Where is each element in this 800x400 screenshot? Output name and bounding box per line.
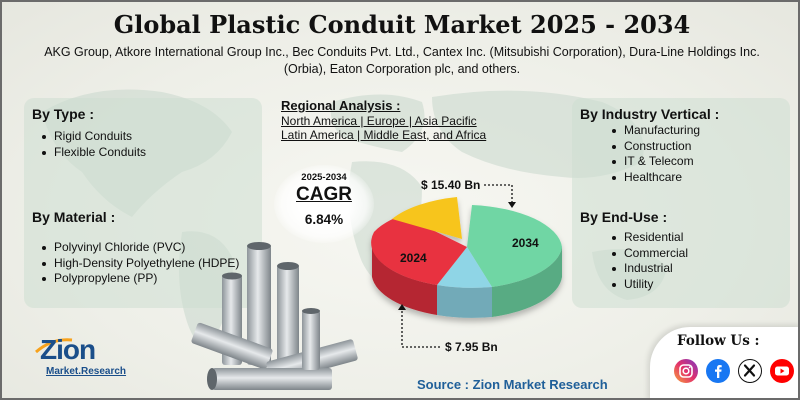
by-enduse-list: Residential Commercial Industrial Utilit… (608, 230, 688, 292)
page-title: Global Plastic Conduit Market 2025 - 203… (113, 10, 691, 39)
list-item: Polypropylene (PP) (38, 271, 248, 287)
by-material-heading: By Material : (32, 209, 116, 225)
pie-2024-slice (371, 215, 467, 285)
by-material-list: Polyvinyl Chloride (PVC) High-Density Po… (38, 240, 248, 287)
pie-2034-slice (467, 205, 562, 287)
pie-label-2024: 2024 (400, 251, 427, 265)
zion-logo: Zion Market.Research (32, 332, 142, 382)
list-item: High-Density Polyethylene (HDPE) (38, 256, 248, 272)
x-icon[interactable] (738, 359, 762, 383)
pie-2034-side (492, 247, 562, 317)
follow-us-title: Follow Us : (677, 333, 760, 349)
youtube-icon[interactable] (770, 359, 794, 383)
logo-text: Zion (40, 334, 96, 365)
left-segment-panel (24, 98, 262, 308)
key-companies-text: AKG Group, Atkore International Group In… (44, 45, 760, 76)
regional-analysis-heading: Regional Analysis : (281, 98, 401, 113)
by-industry-heading: By Industry Vertical : (580, 106, 720, 122)
list-item: Industrial (608, 261, 688, 277)
list-item: Construction (608, 139, 700, 155)
conduit-pipes-illustration (191, 242, 358, 390)
list-item: Commercial (608, 246, 688, 262)
by-industry-list: Manufacturing Construction IT & Telecom … (608, 123, 700, 185)
by-type-heading: By Type : (32, 106, 94, 122)
list-item: Healthcare (608, 170, 700, 186)
list-item: Rigid Conduits (38, 129, 146, 145)
list-item: Flexible Conduits (38, 145, 146, 161)
pie-blue-side (437, 285, 492, 318)
regional-line-1: North America | Europe | Asia Pacific (281, 114, 477, 128)
right-segment-panel (572, 98, 790, 308)
cagr-years: 2025-2034 (301, 172, 347, 183)
market-size-pie-chart: 2034 2024 (371, 197, 562, 318)
logo-mark-icon (35, 338, 73, 354)
list-item: Utility (608, 277, 688, 293)
value-2024-label: $ 7.95 Bn (445, 340, 498, 354)
logo-subtext: Market.Research (46, 366, 127, 377)
regional-line-2: Latin America | Middle East, and Africa (281, 128, 487, 142)
source-text: Source : Zion Market Research (417, 377, 608, 392)
pie-blue-slice (437, 247, 492, 288)
pie-label-2034: 2034 (512, 236, 539, 250)
pie-yellow-slice (392, 197, 462, 239)
list-item: Residential (608, 230, 688, 246)
list-item: Manufacturing (608, 123, 700, 139)
list-item: IT & Telecom (608, 154, 700, 170)
cagr-value: 6.84% (304, 212, 344, 227)
by-enduse-heading: By End-Use : (580, 209, 668, 225)
by-type-list: Rigid Conduits Flexible Conduits (38, 129, 146, 160)
instagram-icon[interactable] (674, 359, 698, 383)
pie-2024-side (372, 247, 437, 315)
follow-us-panel: Follow Us : (650, 327, 798, 398)
value-2034-label: $ 15.40 Bn (421, 178, 481, 192)
cagr-label: CAGR (296, 184, 352, 205)
list-item: Polyvinyl Chloride (PVC) (38, 240, 248, 256)
facebook-icon[interactable] (706, 359, 730, 383)
cagr-badge: 2025-2034 CAGR 6.84% (274, 165, 374, 243)
